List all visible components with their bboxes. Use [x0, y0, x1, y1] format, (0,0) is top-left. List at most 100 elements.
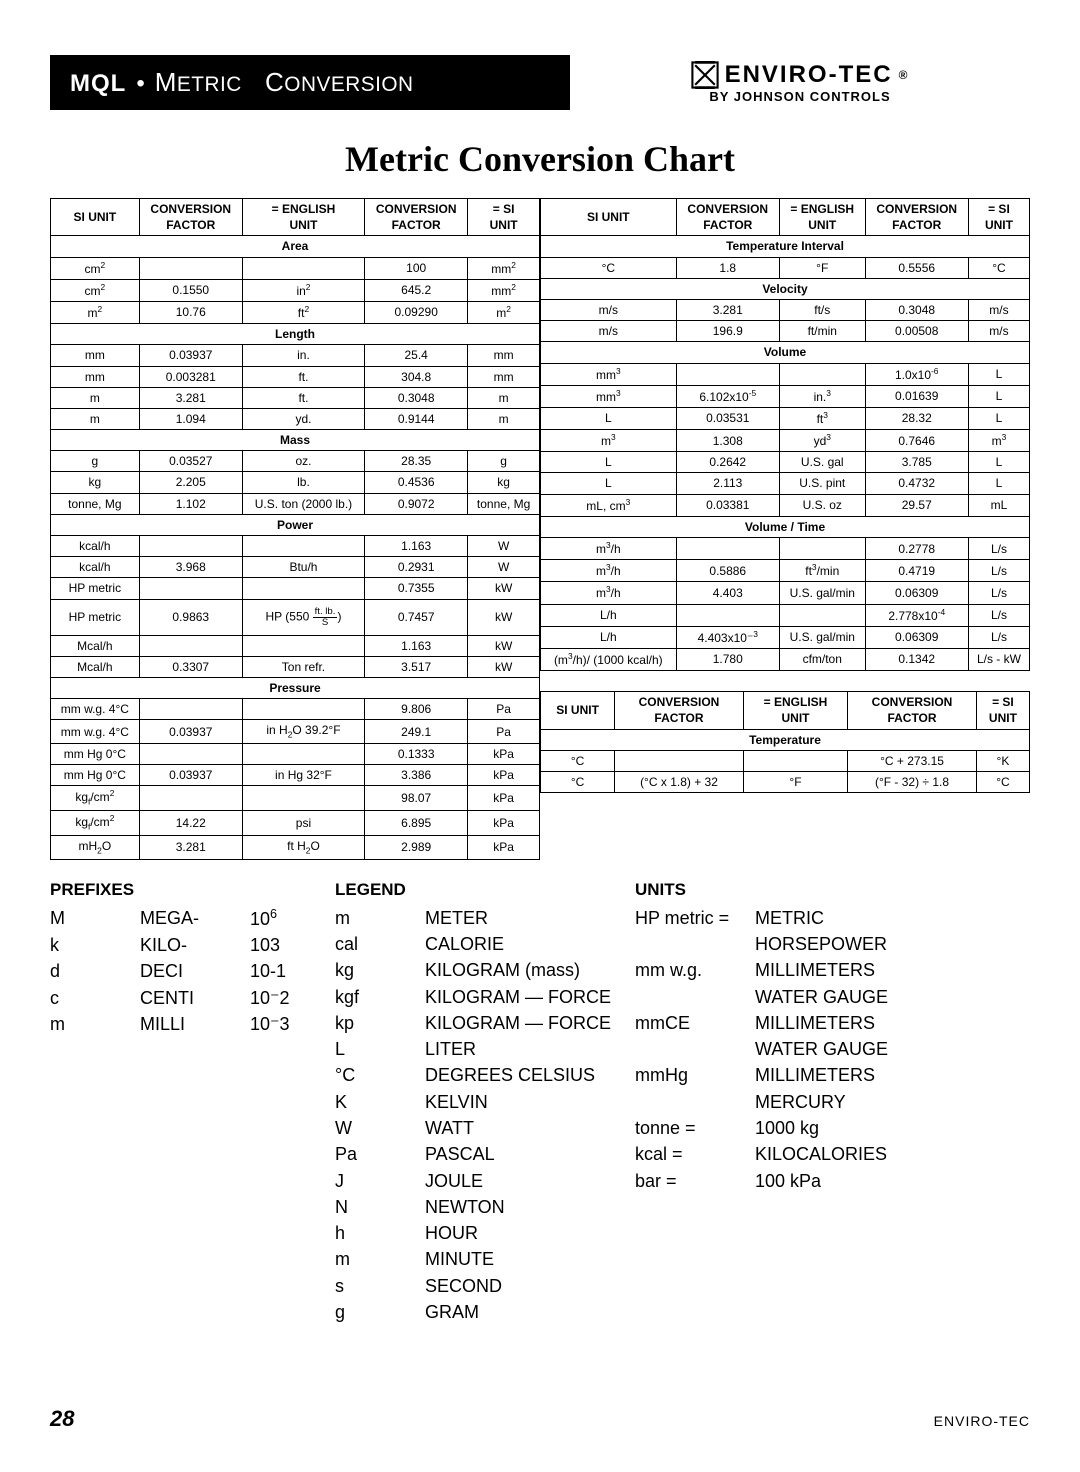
units-name: WATER GAUGE	[755, 1037, 1030, 1061]
table-row: kg2.205lb.0.4536kg	[51, 472, 540, 493]
table-cell: 3.968	[139, 557, 242, 578]
table-cell: mm2	[468, 279, 540, 301]
table-cell: ft3	[779, 407, 865, 429]
table-cell: ft3/min	[779, 560, 865, 582]
table-cell: mm	[51, 366, 140, 387]
table-cell: mm3	[541, 385, 677, 407]
table-cell: kPa	[468, 744, 540, 765]
table-cell: 6.102x10-5	[676, 385, 779, 407]
table-cell: g	[468, 451, 540, 472]
section-header: Velocity	[541, 278, 1030, 299]
units-sym: HP metric =	[635, 906, 755, 930]
table-cell: 0.5556	[865, 257, 968, 278]
table-row: mm w.g. 4°C9.806Pa	[51, 699, 540, 720]
units-name: WATER GAUGE	[755, 985, 1030, 1009]
table-cell: 0.3307	[139, 656, 242, 677]
table-cell: 0.06309	[865, 582, 968, 604]
table-cell: ft/s	[779, 299, 865, 320]
table-cell: yd.	[242, 408, 364, 429]
table-row: (m3/h)/ (1000 kcal/h)1.780cfm/ton0.1342L…	[541, 648, 1030, 670]
table-cell: 29.57	[865, 494, 968, 516]
legend-sym: g	[335, 1300, 425, 1324]
table-cell: 0.9863	[139, 599, 242, 635]
units-sym	[635, 932, 755, 956]
table-cell	[242, 744, 364, 765]
units-name: MILLIMETERS	[755, 958, 1030, 982]
table-cell: mm	[468, 366, 540, 387]
prefix-name: MEGA-	[140, 906, 250, 931]
table-cell: kgf/cm2	[51, 811, 140, 836]
table-cell: U.S. gal/min	[779, 582, 865, 604]
table-cell: 0.03527	[139, 451, 242, 472]
table-cell: 0.2642	[676, 452, 779, 473]
brand-sub: BY JOHNSON CONTROLS	[570, 89, 1030, 104]
section-header: Temperature	[541, 729, 1030, 750]
legend-name: KILOGRAM — FORCE	[425, 985, 635, 1009]
legend-sym: kg	[335, 958, 425, 982]
table-cell: Ton refr.	[242, 656, 364, 677]
table-cell: U.S. gal/min	[779, 626, 865, 648]
table-cell: Pa	[468, 720, 540, 744]
table-cell: Pa	[468, 699, 540, 720]
table-cell: 0.00508	[865, 321, 968, 342]
units-row: bar = 100 kPa	[635, 1169, 1030, 1193]
table-row: °C1.8°F0.5556°C	[541, 257, 1030, 278]
section-header: Volume / Time	[541, 516, 1030, 537]
prefix-name: DECI	[140, 959, 250, 983]
right-table: SI UNITCONVERSIONFACTOR= ENGLISHUNITCONV…	[540, 198, 1030, 671]
table-row: mm Hg 0°C0.1333kPa	[51, 744, 540, 765]
col-header: CONVERSIONFACTOR	[365, 199, 468, 236]
prefix-sym: m	[50, 1012, 140, 1036]
units-sym: bar =	[635, 1169, 755, 1193]
table-cell: W	[468, 536, 540, 557]
table-cell: 3.281	[676, 299, 779, 320]
table-cell	[139, 536, 242, 557]
table-cell: mm	[468, 345, 540, 366]
table-cell: 0.06309	[865, 626, 968, 648]
table-cell: m3/h	[541, 560, 677, 582]
table-cell: 0.1333	[365, 744, 468, 765]
table-cell	[242, 699, 364, 720]
table-cell: L/s	[968, 626, 1029, 648]
table-cell: (m3/h)/ (1000 kcal/h)	[541, 648, 677, 670]
legend-row: L LITER	[335, 1037, 635, 1061]
table-cell: psi	[242, 811, 364, 836]
table-row: mL, cm30.03381U.S. oz29.57mL	[541, 494, 1030, 516]
legend-row: W WATT	[335, 1116, 635, 1140]
table-cell: °C	[541, 257, 677, 278]
table-cell: kW	[468, 578, 540, 599]
table-cell: 4.403x10⁻3	[676, 626, 779, 648]
table-cell: Mcal/h	[51, 656, 140, 677]
table-cell: L/h	[541, 626, 677, 648]
legend-row: m METER	[335, 906, 635, 930]
table-row: kgf/cm214.22psi6.895kPa	[51, 811, 540, 836]
table-cell: mm w.g. 4°C	[51, 699, 140, 720]
table-cell	[139, 635, 242, 656]
table-cell	[676, 538, 779, 560]
table-row: m3/h0.2778L/s	[541, 538, 1030, 560]
table-cell: 3.281	[139, 835, 242, 859]
units-row: mmCE MILLIMETERS	[635, 1011, 1030, 1035]
table-cell: 0.003281	[139, 366, 242, 387]
units-sym: mm w.g.	[635, 958, 755, 982]
table-cell: m	[468, 408, 540, 429]
col-header: CONVERSIONFACTOR	[615, 692, 744, 729]
legend-name: CALORIE	[425, 932, 635, 956]
table-cell: mL	[968, 494, 1029, 516]
table-cell: kg	[51, 472, 140, 493]
prefix-sym: d	[50, 959, 140, 983]
prefix-name: CENTI	[140, 986, 250, 1010]
table-row: m/s196.9ft/min0.00508m/s	[541, 321, 1030, 342]
page-number: 28	[50, 1406, 74, 1432]
table-cell: 1.163	[365, 536, 468, 557]
table-cell: °F	[743, 771, 847, 792]
table-cell: m	[51, 408, 140, 429]
table-cell: kgf/cm2	[51, 786, 140, 811]
table-cell: lb.	[242, 472, 364, 493]
table-cell	[139, 744, 242, 765]
table-row: L0.03531ft328.32L	[541, 407, 1030, 429]
table-cell: U.S. gal	[779, 452, 865, 473]
table-cell: 28.32	[865, 407, 968, 429]
prefix-row: c CENTI 10⁻2	[50, 986, 335, 1010]
table-cell: 14.22	[139, 811, 242, 836]
